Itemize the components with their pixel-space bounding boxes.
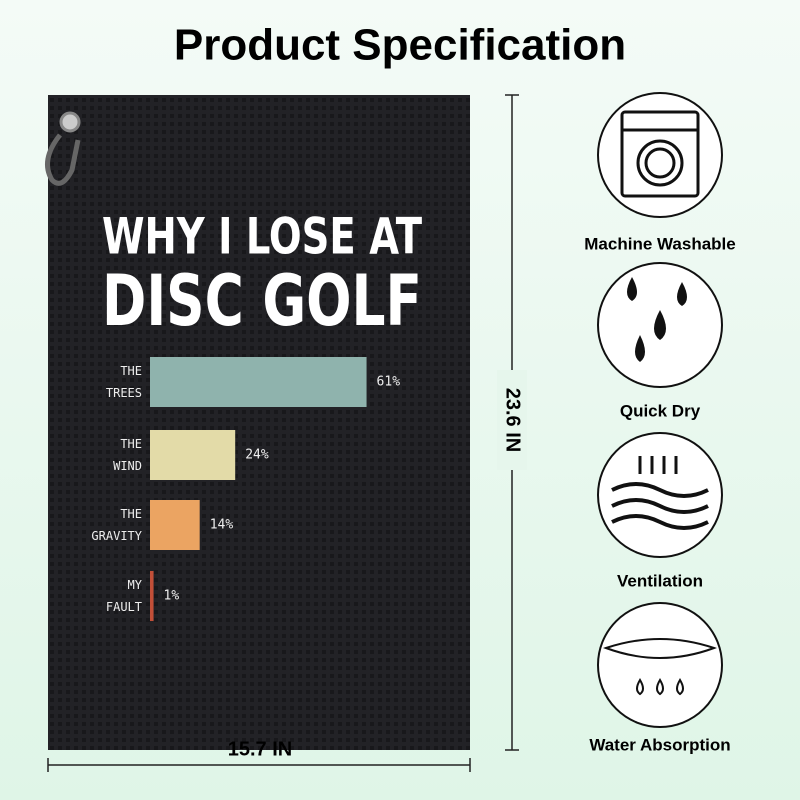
category-label: THE TREES [106,364,142,400]
bar [150,571,154,621]
value-label: 24% [245,448,269,463]
page-title: Product Specification [174,21,626,70]
value-label: 1% [164,589,180,604]
carabiner [45,111,81,186]
width-label: 15.7 IN [228,738,292,760]
absorb-icon [602,638,718,696]
feature-label: Ventilation [617,571,703,590]
bar [150,357,367,407]
category-label: THE WIND [113,437,142,473]
feature-label: Quick Dry [620,401,701,420]
towel [48,95,470,750]
feature-label: Machine Washable [584,234,735,253]
bar [150,430,236,480]
chart-title: DISC GOLF [102,260,422,342]
feature-labels: Machine Washable Quick Dry Ventilation Wate… [584,234,735,754]
vent-icon [611,456,709,530]
height-label: 23.6 IN [502,388,524,452]
category-label: THE GRAVITY [91,507,142,543]
feature-label: Water Absorption [589,735,730,754]
label-bg [497,370,527,470]
chart-title: WHY I LOSE AT [102,208,422,266]
bar [150,500,200,550]
value-label: 61% [377,375,401,390]
drops-icon [627,277,687,362]
value-label: 14% [210,518,234,533]
feature-circles [597,92,723,728]
category-label: MY FAULT [106,578,143,614]
washer-icon [620,110,700,198]
